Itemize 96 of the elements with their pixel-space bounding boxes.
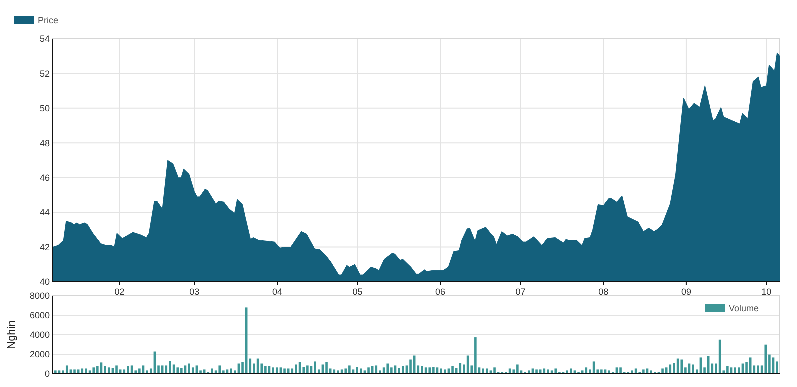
y-tick-label: 2000 bbox=[30, 350, 50, 360]
bar bbox=[452, 366, 454, 374]
bar bbox=[360, 368, 362, 374]
bar bbox=[428, 368, 432, 374]
bar bbox=[642, 370, 645, 374]
x-tick-label: 09 bbox=[681, 287, 692, 297]
bar bbox=[390, 368, 393, 374]
bar bbox=[276, 368, 278, 374]
y-axis-title: Nghin bbox=[6, 320, 18, 350]
bar bbox=[295, 364, 298, 374]
bar bbox=[306, 366, 309, 374]
bar bbox=[680, 360, 684, 374]
bar bbox=[486, 368, 488, 374]
bar bbox=[344, 368, 348, 374]
bar bbox=[192, 368, 194, 374]
bar bbox=[272, 368, 274, 374]
bar bbox=[337, 370, 340, 374]
bar bbox=[218, 366, 222, 374]
legend-label: Price bbox=[38, 16, 59, 26]
bar bbox=[738, 368, 740, 374]
bar bbox=[432, 367, 435, 374]
x-tick-label: 07 bbox=[516, 287, 526, 297]
bar bbox=[138, 368, 141, 374]
x-tick-label: 04 bbox=[272, 287, 283, 297]
bar bbox=[620, 368, 622, 374]
x-tick-label: 08 bbox=[598, 287, 609, 297]
bar bbox=[188, 364, 190, 374]
bar bbox=[108, 368, 110, 374]
bar bbox=[421, 366, 424, 374]
bar bbox=[410, 360, 412, 374]
y-tick-label: 42 bbox=[40, 242, 50, 252]
bar bbox=[180, 368, 183, 374]
bar bbox=[66, 366, 68, 374]
bar bbox=[398, 368, 400, 374]
bar bbox=[264, 366, 267, 374]
bar bbox=[474, 338, 477, 374]
bar bbox=[662, 368, 664, 374]
bar bbox=[734, 368, 736, 374]
bar bbox=[536, 370, 538, 374]
bar bbox=[348, 366, 351, 374]
bar bbox=[547, 370, 550, 374]
x-tick-label: 02 bbox=[114, 287, 125, 297]
x-tick-label: 06 bbox=[436, 287, 446, 297]
bar bbox=[176, 368, 180, 374]
y-tick-label: 40 bbox=[40, 277, 50, 288]
bar bbox=[96, 366, 99, 374]
bar bbox=[444, 370, 446, 374]
y-tick-label: 8000 bbox=[30, 291, 50, 302]
bar bbox=[631, 370, 634, 374]
bar bbox=[673, 363, 676, 374]
y-tick-label: 4000 bbox=[30, 330, 50, 340]
y-tick-label: 54 bbox=[40, 34, 50, 44]
bar bbox=[386, 364, 390, 374]
x-tick-label: 03 bbox=[190, 287, 200, 297]
bar bbox=[169, 361, 172, 374]
legend-label: Volume bbox=[729, 304, 760, 314]
bar bbox=[127, 366, 130, 374]
bar bbox=[284, 368, 286, 374]
x-tick-label: 05 bbox=[352, 287, 363, 297]
bar bbox=[554, 368, 558, 374]
bar bbox=[440, 368, 442, 374]
bar bbox=[528, 370, 530, 374]
bar bbox=[54, 370, 57, 374]
y-tick-label: 50 bbox=[40, 104, 50, 114]
bar bbox=[516, 364, 519, 374]
bar bbox=[692, 364, 694, 374]
y-tick-label: 52 bbox=[40, 68, 50, 79]
bar bbox=[92, 368, 95, 374]
y-tick-label: 44 bbox=[40, 208, 50, 218]
bar bbox=[326, 362, 328, 374]
bar bbox=[776, 362, 778, 374]
bar bbox=[570, 368, 572, 374]
bar bbox=[482, 368, 484, 374]
bar bbox=[600, 370, 603, 374]
bar bbox=[402, 366, 404, 374]
y-tick-label: 0 bbox=[44, 369, 50, 380]
bar bbox=[764, 344, 768, 374]
bar bbox=[116, 366, 118, 374]
bar bbox=[230, 368, 232, 374]
bar bbox=[211, 368, 214, 374]
bar bbox=[314, 362, 316, 374]
bar bbox=[650, 370, 652, 374]
bar bbox=[85, 368, 88, 374]
bar bbox=[566, 370, 568, 374]
bar bbox=[608, 370, 610, 374]
bar bbox=[757, 366, 760, 374]
bar bbox=[104, 366, 106, 374]
bar bbox=[494, 368, 496, 374]
bar bbox=[726, 366, 729, 374]
bar bbox=[368, 368, 370, 374]
y-tick-label: 46 bbox=[40, 173, 50, 184]
bar bbox=[74, 370, 76, 374]
y-tick-label: 6000 bbox=[30, 310, 50, 321]
y-tick-label: 48 bbox=[40, 138, 50, 148]
x-tick-label: 10 bbox=[762, 287, 772, 297]
bar bbox=[356, 367, 358, 374]
